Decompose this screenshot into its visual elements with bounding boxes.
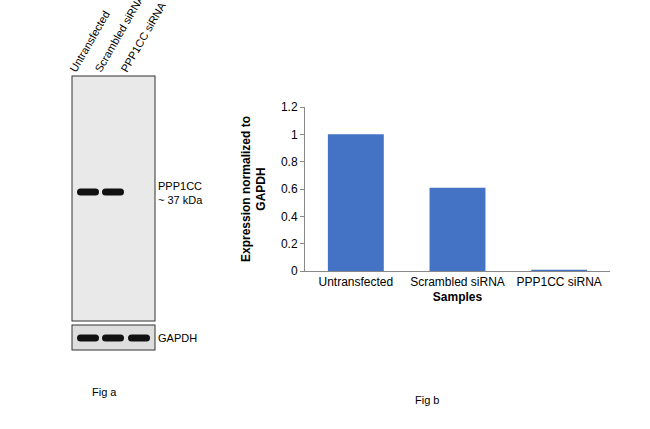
svg-text:Samples: Samples [433, 290, 483, 304]
svg-text:0.6: 0.6 [281, 182, 298, 196]
svg-text:Expression normalized toGAPDH: Expression normalized toGAPDH [239, 116, 269, 262]
svg-text:1: 1 [291, 128, 298, 142]
svg-text:0.2: 0.2 [281, 237, 298, 251]
svg-text:PPP1CC siRNA: PPP1CC siRNA [516, 275, 601, 289]
svg-text:Fig a: Fig a [92, 386, 117, 398]
svg-text:~ 37 kDa: ~ 37 kDa [158, 194, 203, 206]
svg-text:Untransfected: Untransfected [67, 8, 112, 74]
svg-text:PPP1CC: PPP1CC [158, 180, 202, 192]
svg-text:GAPDH: GAPDH [158, 332, 197, 344]
svg-text:Fig b: Fig b [415, 394, 439, 406]
svg-text:PPP1CC siRNA: PPP1CC siRNA [118, 0, 168, 74]
svg-text:0: 0 [291, 264, 298, 278]
svg-text:Scrambled siRNA: Scrambled siRNA [410, 275, 505, 289]
svg-text:1.2: 1.2 [281, 100, 298, 114]
svg-text:0.4: 0.4 [281, 210, 298, 224]
svg-text:0.8: 0.8 [281, 155, 298, 169]
svg-text:Untransfected: Untransfected [318, 275, 393, 289]
